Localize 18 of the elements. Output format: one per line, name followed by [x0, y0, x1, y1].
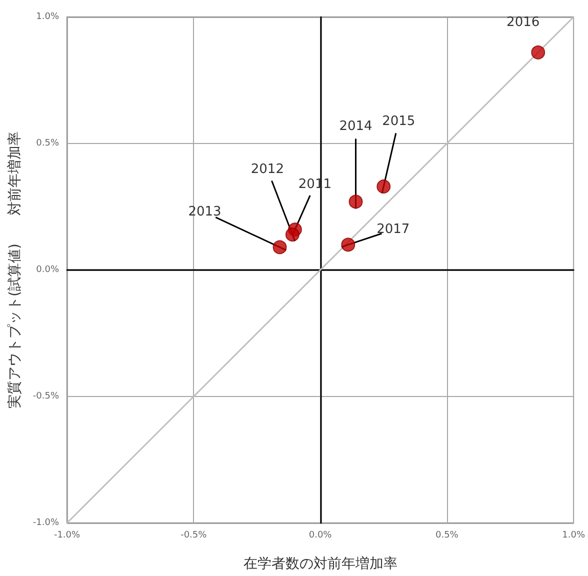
annotation: 2016 — [506, 14, 540, 30]
x-tick-label: 1.0% — [562, 530, 586, 540]
y-tick-label: -0.5% — [32, 392, 60, 402]
x-tick-label: -0.5% — [180, 530, 208, 540]
annotation: 2015 — [382, 114, 416, 130]
annotation: 2012 — [250, 162, 284, 178]
y-tick-label: 1.0% — [36, 12, 60, 22]
annotation: 2017 — [376, 222, 410, 238]
x-axis-title: 在学者数の対前年増加率 — [243, 555, 398, 572]
x-tick-label: 0.5% — [435, 530, 459, 540]
y-axis-title: 実質アウトプット(試算値) 対前年増加率 — [6, 132, 23, 408]
x-tick-label: 0.0% — [308, 530, 332, 540]
y-tick-label: -1.0% — [32, 518, 60, 528]
annotation: 2014 — [339, 119, 372, 134]
annotation: 2013 — [188, 204, 222, 220]
y-tick-label: 0.5% — [36, 138, 60, 148]
x-tick-label: -1.0% — [54, 530, 81, 540]
y-tick-label: 0.0% — [36, 265, 60, 275]
